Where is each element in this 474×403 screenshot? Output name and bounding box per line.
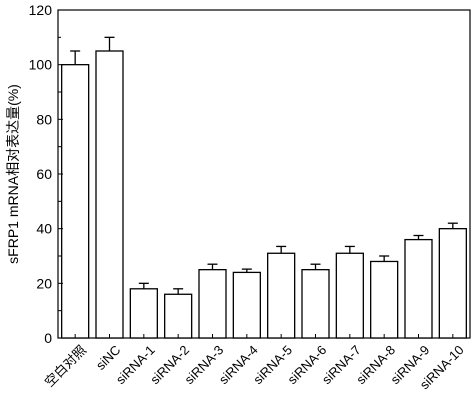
bars <box>61 50 467 339</box>
bar-5 <box>198 269 227 339</box>
y-tick-label-5: 100 <box>29 57 53 73</box>
bar-4 <box>164 293 193 339</box>
y-tick-label-3: 60 <box>36 166 52 182</box>
bar-11 <box>404 238 433 339</box>
bar-8 <box>301 269 330 339</box>
bar-12 <box>438 228 467 339</box>
bar-1 <box>61 64 90 339</box>
bar-10 <box>370 260 399 339</box>
y-axis: 0 20 40 60 80 100 120 <box>29 2 63 346</box>
bar-3 <box>129 288 158 339</box>
bar-6 <box>232 271 261 339</box>
y-tick-label-1: 20 <box>36 275 52 291</box>
bar-7 <box>267 252 296 339</box>
y-tick-label-4: 80 <box>36 111 52 127</box>
y-tick-label-2: 40 <box>36 221 52 237</box>
plot-area <box>57 9 471 339</box>
y-axis-label: sFRP1 mRNA相对表达量(%) <box>5 84 21 264</box>
x-tick-label-2: siNC <box>93 342 124 373</box>
bar-2 <box>95 50 124 339</box>
x-tick-label-1: 空白对照 <box>42 342 89 389</box>
y-tick-label-6: 120 <box>29 2 53 18</box>
bar-9 <box>335 252 364 339</box>
x-axis: 空白对照 siNCsiRNA-1siRNA-2siRNA-3siRNA-4siRN… <box>42 334 467 392</box>
y-tick-label-0: 0 <box>44 330 52 346</box>
error-bars <box>70 36 458 295</box>
